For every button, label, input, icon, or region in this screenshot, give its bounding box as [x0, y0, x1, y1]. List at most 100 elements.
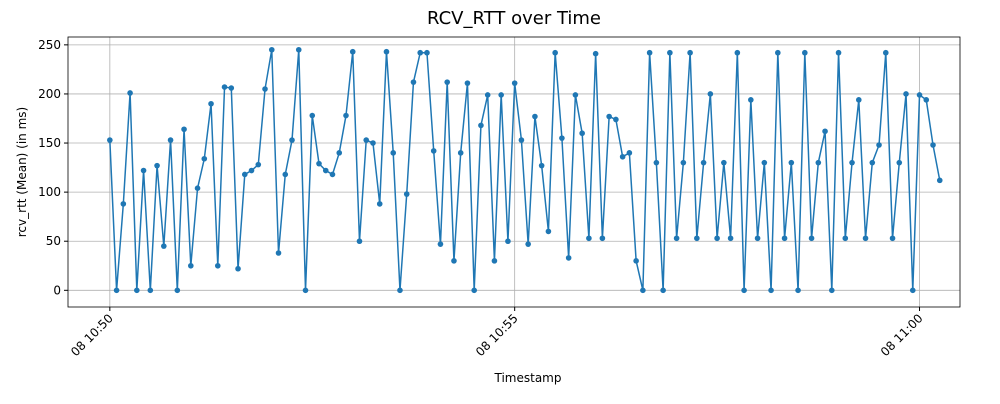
data-point	[619, 153, 626, 160]
y-axis-label: rcv_rtt (Mean) (in ms)	[15, 107, 29, 237]
data-point	[316, 160, 322, 167]
data-point	[565, 255, 572, 261]
data-point	[349, 48, 356, 55]
data-point	[275, 250, 282, 256]
data-point	[498, 92, 504, 98]
data-point	[464, 80, 471, 86]
data-point	[228, 85, 235, 91]
data-point	[741, 287, 747, 294]
data-point	[909, 287, 916, 294]
data-point	[174, 287, 181, 294]
data-point	[302, 287, 309, 294]
data-point	[268, 46, 275, 53]
data-point	[248, 167, 255, 174]
data-point	[579, 130, 585, 137]
data-point	[781, 235, 788, 242]
data-point	[370, 140, 376, 146]
data-point	[221, 84, 228, 90]
data-point	[849, 159, 855, 166]
y-tick-label: 100	[38, 185, 61, 199]
y-tick-label: 250	[38, 38, 61, 52]
data-point	[640, 287, 646, 294]
data-point	[511, 80, 518, 86]
data-point	[936, 177, 943, 184]
data-point	[613, 116, 619, 123]
data-point	[667, 49, 673, 56]
data-point	[876, 142, 882, 148]
data-line	[109, 49, 941, 291]
data-point	[916, 92, 923, 98]
data-point	[107, 137, 113, 143]
data-point	[390, 150, 397, 156]
plot-frame	[67, 36, 961, 308]
data-point	[572, 92, 579, 98]
data-point	[505, 238, 511, 245]
data-point	[329, 171, 336, 178]
data-point	[748, 97, 754, 103]
data-point	[235, 265, 241, 272]
data-point	[417, 49, 424, 56]
data-point	[700, 159, 707, 166]
data-point	[383, 48, 390, 55]
data-point	[653, 159, 660, 166]
data-point	[552, 49, 558, 56]
data-point	[201, 155, 208, 162]
data-point	[842, 235, 849, 242]
data-point	[471, 287, 477, 294]
data-point	[862, 235, 869, 242]
data-point	[721, 159, 727, 166]
data-point	[147, 287, 154, 294]
data-point	[903, 91, 909, 97]
data-point	[835, 49, 842, 56]
data-point	[491, 258, 498, 264]
data-point	[363, 137, 370, 143]
y-tick-label: 150	[38, 136, 61, 150]
data-point	[127, 90, 133, 96]
data-point	[754, 235, 761, 242]
data-point	[134, 287, 140, 294]
data-point	[532, 113, 538, 120]
data-point	[424, 49, 430, 56]
data-point	[113, 287, 120, 294]
data-point	[289, 137, 295, 143]
data-point	[478, 122, 484, 129]
data-point	[161, 243, 167, 249]
data-point	[869, 159, 876, 166]
data-point	[889, 235, 896, 242]
data-point	[484, 92, 491, 98]
data-point	[518, 137, 525, 143]
data-point	[545, 228, 552, 235]
x-tick-label: 08 11:00	[878, 311, 926, 359]
data-point	[707, 91, 714, 97]
data-point	[208, 100, 214, 107]
data-point	[262, 86, 268, 92]
data-point	[592, 50, 599, 57]
data-point	[788, 159, 795, 166]
data-point	[855, 97, 862, 103]
data-point	[525, 241, 531, 247]
data-point	[403, 191, 410, 197]
data-point	[343, 112, 349, 119]
y-tick-label: 50	[46, 234, 61, 248]
data-point	[660, 287, 666, 294]
data-point	[336, 150, 343, 156]
data-point	[437, 241, 444, 247]
data-point	[538, 162, 545, 169]
data-point	[410, 79, 417, 85]
data-point	[802, 49, 808, 56]
data-point	[376, 201, 383, 207]
data-point	[309, 112, 316, 119]
data-point	[775, 49, 781, 56]
data-point	[727, 235, 734, 242]
data-point	[188, 262, 194, 269]
data-point	[282, 171, 289, 178]
data-point	[599, 235, 606, 242]
data-point	[430, 148, 437, 154]
data-point	[295, 46, 302, 53]
data-point	[397, 287, 403, 294]
data-point	[451, 258, 457, 264]
data-point	[673, 235, 680, 242]
data-point	[633, 258, 639, 264]
chart-title: RCV_RTT over Time	[427, 8, 601, 29]
